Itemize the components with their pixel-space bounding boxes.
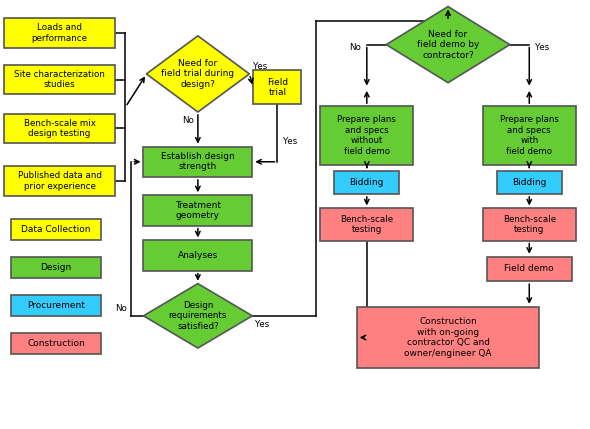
Text: Construction
with on-going
contractor QC and
owner/engineer QA: Construction with on-going contractor QC… <box>404 317 492 358</box>
Text: Loads and
performance: Loads and performance <box>31 23 87 42</box>
Text: Yes: Yes <box>255 320 270 329</box>
FancyBboxPatch shape <box>4 114 116 143</box>
Text: Treatment
geometry: Treatment geometry <box>175 201 221 220</box>
Text: Published data and
prior experience: Published data and prior experience <box>18 172 101 191</box>
Text: Field
trial: Field trial <box>267 78 288 97</box>
Text: No: No <box>349 43 361 52</box>
FancyBboxPatch shape <box>335 171 399 194</box>
FancyBboxPatch shape <box>320 208 414 241</box>
FancyBboxPatch shape <box>143 147 253 177</box>
FancyBboxPatch shape <box>497 171 562 194</box>
FancyBboxPatch shape <box>143 195 253 226</box>
Text: Yes: Yes <box>253 62 267 71</box>
Text: Data Collection: Data Collection <box>21 225 91 234</box>
FancyBboxPatch shape <box>4 65 116 94</box>
Text: Bench-scale mix
design testing: Bench-scale mix design testing <box>24 119 96 138</box>
FancyBboxPatch shape <box>143 240 253 271</box>
FancyBboxPatch shape <box>357 307 539 368</box>
Text: Construction: Construction <box>27 339 85 348</box>
Text: Site characterization
studies: Site characterization studies <box>14 70 105 90</box>
FancyBboxPatch shape <box>11 219 101 240</box>
Text: Bench-scale
testing: Bench-scale testing <box>340 215 394 234</box>
FancyBboxPatch shape <box>4 166 116 196</box>
Text: No: No <box>116 304 127 313</box>
FancyBboxPatch shape <box>483 106 576 165</box>
Text: Procurement: Procurement <box>27 301 85 310</box>
Text: Yes: Yes <box>283 137 297 146</box>
Text: Design: Design <box>40 263 71 272</box>
Text: Yes: Yes <box>535 43 549 52</box>
Polygon shape <box>143 284 253 348</box>
Text: Prepare plans
and specs
with
field demo: Prepare plans and specs with field demo <box>500 115 559 156</box>
Polygon shape <box>146 36 250 112</box>
Polygon shape <box>386 6 510 83</box>
Text: Bidding: Bidding <box>350 178 384 187</box>
FancyBboxPatch shape <box>11 295 101 316</box>
FancyBboxPatch shape <box>320 106 414 165</box>
Text: No: No <box>182 116 194 125</box>
Text: Bench-scale
testing: Bench-scale testing <box>503 215 556 234</box>
FancyBboxPatch shape <box>483 208 576 241</box>
Text: Field demo: Field demo <box>504 264 554 273</box>
FancyBboxPatch shape <box>11 333 101 354</box>
Text: Bidding: Bidding <box>512 178 546 187</box>
FancyBboxPatch shape <box>253 70 301 104</box>
FancyBboxPatch shape <box>11 257 101 278</box>
Text: Establish design
strength: Establish design strength <box>161 152 235 172</box>
Text: Need for
field demo by
contractor?: Need for field demo by contractor? <box>417 30 479 60</box>
FancyBboxPatch shape <box>4 18 116 48</box>
FancyBboxPatch shape <box>487 257 572 281</box>
Text: Prepare plans
and specs
without
field demo: Prepare plans and specs without field de… <box>337 115 396 156</box>
Text: Need for
field trial during
design?: Need for field trial during design? <box>161 59 234 89</box>
Text: Analyses: Analyses <box>178 251 218 260</box>
Text: Design
requirements
satisfied?: Design requirements satisfied? <box>169 301 227 331</box>
